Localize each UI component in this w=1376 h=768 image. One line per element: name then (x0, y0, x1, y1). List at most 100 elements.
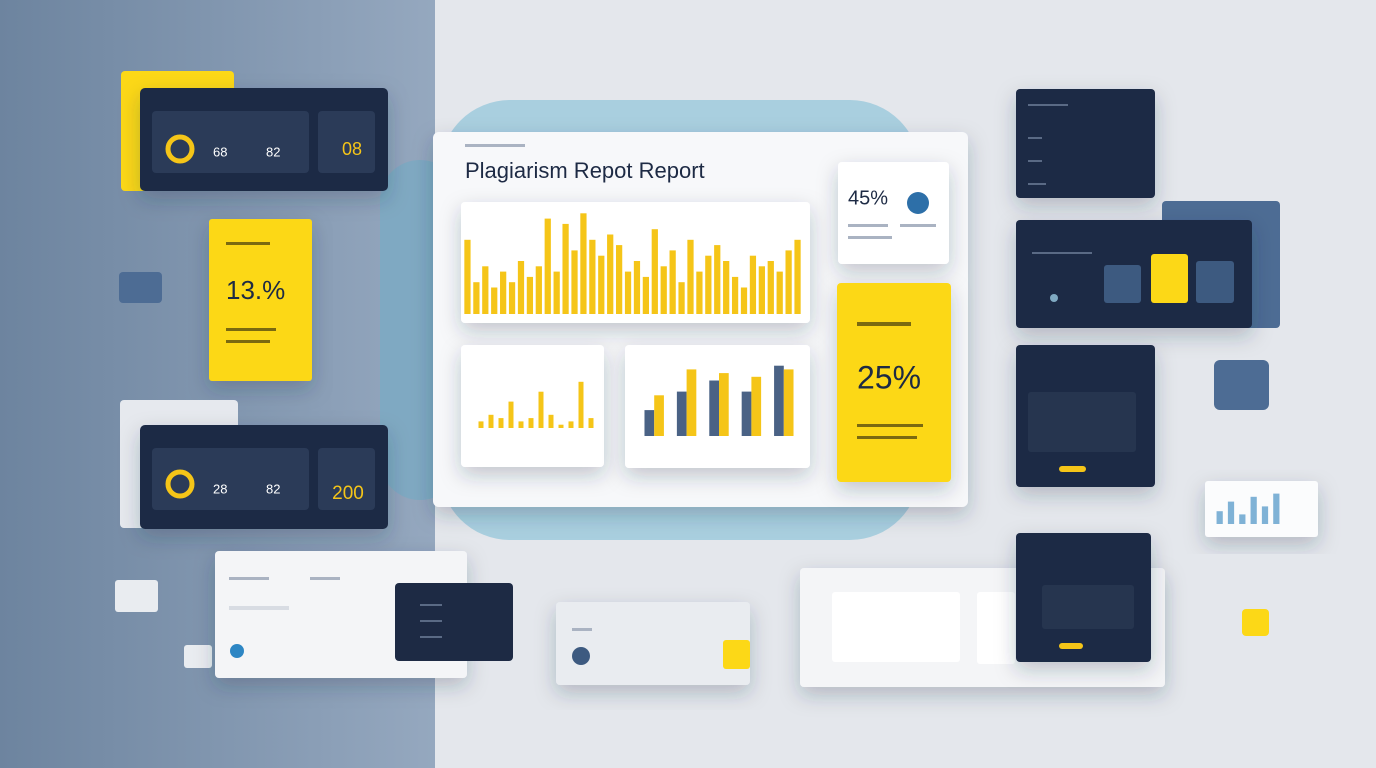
text-line (420, 620, 442, 622)
bar (686, 369, 697, 436)
tile (1151, 254, 1188, 303)
bar (544, 218, 551, 314)
bar (669, 250, 676, 314)
bar (644, 410, 655, 436)
bar (741, 391, 752, 436)
button (1059, 466, 1086, 472)
bar (568, 421, 574, 428)
text-line (1032, 252, 1092, 254)
deco-tile (723, 640, 750, 669)
deco-tile (184, 645, 212, 668)
info-card (556, 602, 750, 685)
deco-tile (1242, 609, 1269, 636)
text-line (900, 224, 936, 227)
bar (774, 365, 784, 436)
bar (598, 255, 605, 314)
marks (464, 213, 1280, 524)
text-line (857, 322, 911, 326)
text-line (848, 236, 892, 239)
text-line (857, 436, 917, 439)
bar (580, 213, 587, 314)
bar (500, 271, 507, 314)
tile (1104, 265, 1141, 303)
inner-panel (1042, 585, 1134, 629)
bar (464, 239, 471, 314)
bar (528, 418, 534, 428)
icon (907, 192, 929, 214)
bar (751, 376, 762, 436)
bar (783, 369, 794, 436)
dark-card (395, 583, 513, 661)
deco-tile (1214, 360, 1269, 410)
bar (588, 418, 594, 428)
bar (615, 245, 623, 314)
bar (749, 255, 757, 314)
bar (488, 414, 494, 428)
bar (654, 395, 664, 436)
bar (794, 239, 801, 314)
bar (696, 271, 703, 314)
card-number: 08 (342, 139, 362, 159)
bar (731, 276, 739, 314)
bar (491, 287, 498, 314)
bar (785, 250, 792, 314)
text-line (465, 144, 525, 147)
icon (572, 647, 590, 665)
text-line (848, 224, 888, 227)
bar (767, 261, 774, 314)
stat-value: 45% (848, 187, 888, 209)
chart-panel (461, 345, 604, 467)
bar (624, 271, 632, 314)
bar (1261, 506, 1269, 524)
bar (558, 424, 564, 428)
tile (1196, 261, 1234, 303)
bar (589, 239, 596, 314)
bar (478, 421, 484, 428)
bar (571, 250, 578, 314)
inner-panel (977, 592, 1015, 664)
bar (508, 401, 514, 428)
button (1059, 643, 1083, 649)
inner-panel (832, 592, 960, 662)
icon (1050, 294, 1058, 302)
bar (526, 276, 534, 314)
inner-panel (152, 111, 309, 173)
bar (508, 282, 516, 314)
mini-chart-card (1205, 481, 1318, 537)
text-line (226, 340, 270, 343)
bar (642, 276, 650, 314)
bar (651, 229, 658, 314)
bar (473, 282, 480, 314)
bar (498, 418, 504, 428)
bar (758, 266, 765, 314)
inner-panel (152, 448, 309, 510)
bar (553, 271, 560, 314)
text-line (1028, 160, 1042, 162)
bar (678, 282, 685, 314)
text-line (229, 577, 269, 580)
deco-tile (119, 272, 162, 303)
bar (633, 261, 641, 314)
card-number: 82 (266, 481, 280, 496)
text-line (420, 604, 442, 606)
text-line (226, 242, 270, 245)
dark-card (1016, 89, 1155, 198)
stat-card (838, 162, 949, 264)
bar (719, 373, 729, 436)
bar (714, 245, 721, 314)
bar (482, 266, 489, 314)
deco-tile (115, 580, 158, 612)
text-line (310, 577, 340, 580)
card-number: 200 (332, 483, 364, 504)
bar (578, 381, 584, 428)
bar (705, 255, 712, 314)
bar (1239, 514, 1246, 524)
inner-panel (318, 448, 375, 510)
bar (723, 261, 730, 314)
bar (548, 414, 554, 428)
card-number: 68 (213, 144, 227, 159)
card-number: 28 (213, 481, 227, 496)
bar (1227, 501, 1235, 524)
